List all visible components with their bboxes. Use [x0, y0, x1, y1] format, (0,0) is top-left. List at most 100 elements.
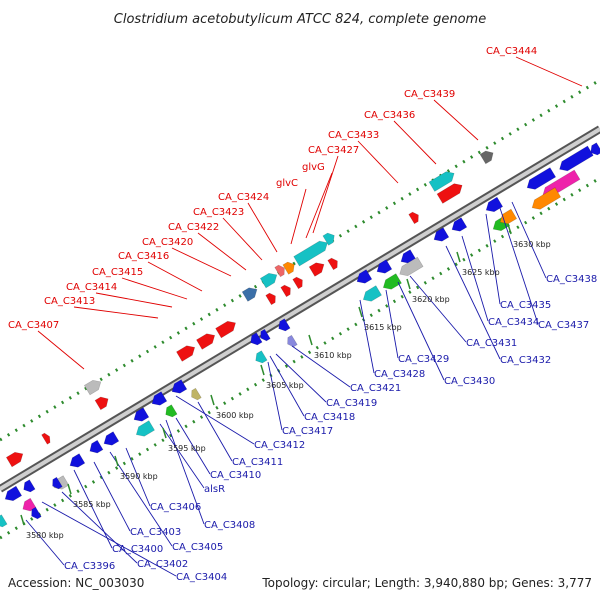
gene-feature[interactable]: [276, 318, 291, 334]
reverse-gene-label[interactable]: CA_C3429: [398, 354, 449, 365]
gene-feature[interactable]: [169, 379, 188, 397]
gene-feature[interactable]: [408, 210, 422, 225]
reverse-gene-label[interactable]: CA_C3396: [64, 561, 115, 572]
reverse-gene-label[interactable]: CA_C3432: [500, 355, 551, 366]
gene-feature[interactable]: [322, 231, 337, 246]
forward-gene-label[interactable]: CA_C3433: [328, 130, 379, 141]
gene-feature[interactable]: [308, 260, 327, 277]
forward-gene-label[interactable]: CA_C3439: [404, 89, 455, 100]
gene-feature[interactable]: [189, 387, 202, 402]
gene-feature[interactable]: [374, 259, 393, 277]
reverse-gene-label[interactable]: CA_C3418: [304, 412, 355, 423]
reverse-gene-label[interactable]: CA_C3417: [282, 426, 333, 437]
gene-feature[interactable]: [94, 394, 111, 411]
forward-gene-label[interactable]: CA_C3414: [66, 282, 117, 293]
reverse-label-connector: [125, 447, 151, 507]
gene-feature[interactable]: [449, 217, 468, 235]
forward-gene-label[interactable]: CA_C3422: [168, 222, 219, 233]
reverse-gene-label[interactable]: CA_C3430: [444, 376, 495, 387]
gene-feature[interactable]: [21, 479, 36, 495]
gene-feature[interactable]: [285, 334, 298, 349]
reverse-gene-label[interactable]: CA_C3421: [350, 383, 401, 394]
forward-gene-label[interactable]: CA_C3436: [364, 110, 415, 121]
reverse-gene-label[interactable]: CA_C3403: [130, 527, 181, 538]
gene-feature[interactable]: [483, 196, 504, 215]
gene-feature[interactable]: [163, 404, 178, 420]
accession-text: Accession: NC_003030: [8, 576, 144, 590]
forward-gene-label[interactable]: CA_C3420: [142, 237, 193, 248]
forward-gene-label[interactable]: CA_C3444: [486, 46, 537, 57]
reverse-gene-label[interactable]: CA_C3435: [500, 300, 551, 311]
gene-feature[interactable]: [101, 431, 120, 449]
gene-feature[interactable]: [292, 275, 306, 290]
reverse-gene-label[interactable]: CA_C3404: [176, 572, 227, 583]
gene-feature[interactable]: [50, 476, 63, 491]
reverse-gene-label[interactable]: CA_C3411: [232, 457, 283, 468]
reverse-gene-label[interactable]: CA_C3402: [137, 559, 188, 570]
gene-feature[interactable]: [282, 260, 297, 275]
gene-feature[interactable]: [176, 343, 197, 362]
gene-feature[interactable]: [354, 269, 373, 287]
gene-feature[interactable]: [196, 331, 217, 350]
gene-features: [0, 142, 600, 530]
gene-feature[interactable]: [87, 439, 104, 456]
gene-feature[interactable]: [241, 285, 260, 302]
gene-feature[interactable]: [20, 497, 37, 514]
reverse-gene-label[interactable]: CA_C3400: [112, 544, 163, 555]
gene-feature[interactable]: [0, 514, 8, 530]
gene-feature[interactable]: [41, 432, 53, 445]
reverse-gene-label[interactable]: CA_C3412: [254, 440, 305, 451]
gene-feature[interactable]: [428, 169, 457, 192]
gene-feature[interactable]: [5, 449, 25, 468]
gene-feature[interactable]: [280, 283, 294, 298]
gene-feature[interactable]: [259, 270, 279, 289]
reverse-gene-label[interactable]: CA_C3410: [210, 470, 261, 481]
forward-gene-label[interactable]: CA_C3423: [193, 207, 244, 218]
gene-feature[interactable]: [215, 318, 239, 339]
gene-feature[interactable]: [327, 256, 341, 271]
gene-feature[interactable]: [524, 167, 557, 193]
gene-feature[interactable]: [588, 142, 600, 158]
reverse-gene-label[interactable]: CA_C3428: [374, 369, 425, 380]
gene-feature[interactable]: [479, 148, 496, 165]
gene-feature[interactable]: [131, 407, 150, 425]
gene-feature[interactable]: [360, 285, 382, 305]
reverse-gene-label[interactable]: CA_C3434: [488, 317, 539, 328]
reverse-gene-label[interactable]: CA_C3438: [546, 274, 597, 285]
forward-gene-label[interactable]: CA_C3413: [44, 296, 95, 307]
gene-feature[interactable]: [380, 273, 402, 293]
gene-feature[interactable]: [274, 263, 288, 278]
gene-feature[interactable]: [67, 453, 86, 471]
gene-feature[interactable]: [258, 328, 271, 343]
gene-feature[interactable]: [436, 181, 465, 204]
forward-gene-label[interactable]: CA_C3427: [308, 145, 359, 156]
forward-gene-label[interactable]: glvC: [276, 178, 298, 189]
gene-feature[interactable]: [398, 249, 417, 267]
gene-feature[interactable]: [397, 256, 424, 279]
reverse-gene-label[interactable]: CA_C3408: [204, 520, 255, 531]
reverse-gene-label[interactable]: CA_C3405: [172, 542, 223, 553]
gene-feature[interactable]: [529, 187, 562, 213]
gene-feature[interactable]: [557, 145, 594, 174]
gene-feature[interactable]: [248, 332, 263, 348]
forward-gene-label[interactable]: CA_C3415: [92, 267, 143, 278]
gene-feature[interactable]: [29, 506, 42, 521]
forward-gene-label[interactable]: CA_C3424: [218, 192, 269, 203]
reverse-gene-label[interactable]: alsR: [204, 484, 225, 495]
reverse-gene-label[interactable]: CA_C3419: [326, 398, 377, 409]
gene-feature[interactable]: [265, 291, 279, 306]
forward-gene-label[interactable]: glvG: [302, 162, 325, 173]
gene-feature[interactable]: [149, 391, 168, 409]
gene-feature[interactable]: [253, 350, 268, 366]
gene-feature[interactable]: [431, 227, 450, 245]
reverse-gene-label[interactable]: CA_C3437: [538, 320, 589, 331]
gene-feature[interactable]: [133, 420, 155, 440]
gene-feature[interactable]: [83, 377, 103, 396]
reverse-gene-label[interactable]: CA_C3406: [150, 502, 201, 513]
forward-label-connector: [222, 217, 263, 261]
reverse-gene-label[interactable]: CA_C3431: [466, 338, 517, 349]
forward-gene-label[interactable]: CA_C3416: [118, 251, 169, 262]
gene-feature[interactable]: [2, 485, 23, 504]
forward-gene-label[interactable]: CA_C3407: [8, 320, 59, 331]
gene-feature[interactable]: [293, 238, 331, 267]
